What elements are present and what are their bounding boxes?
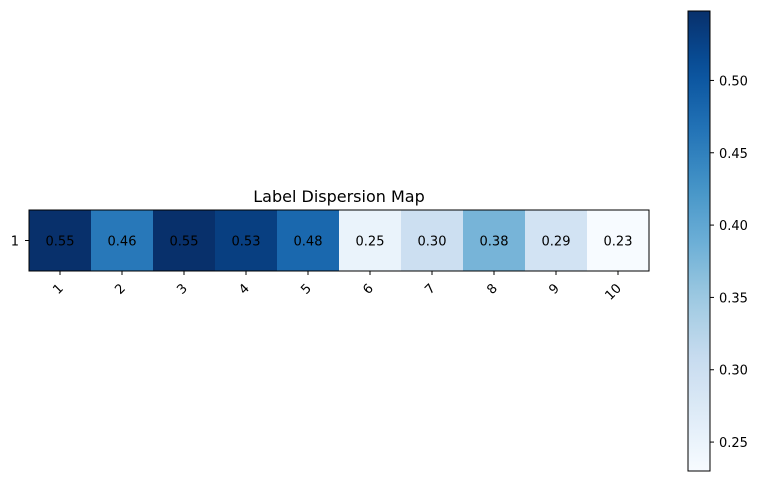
cell-value-label: 0.55	[170, 235, 199, 250]
heatmap-cells: 0.55 0.46 0.55 0.53 0.48 0.25 0.30 0.38 0.29 0.23	[29, 210, 650, 271]
x-tick-label: 8	[484, 281, 500, 297]
cell-value-label: 0.38	[480, 235, 509, 250]
x-tick-label: 6	[360, 281, 376, 297]
cell-value-label: 0.29	[542, 235, 571, 250]
x-tick-label: 3	[174, 281, 190, 297]
x-axis: 1 2 3 4 5 6 7 8 9 10	[50, 271, 625, 304]
x-tick-label: 4	[236, 281, 252, 297]
x-tick-label: 9	[546, 281, 562, 297]
heatmap-cell	[401, 210, 464, 271]
x-tick-label: 1	[50, 281, 66, 297]
x-tick-label: 10	[603, 281, 625, 303]
heatmap-cell	[91, 210, 154, 271]
cell-value-label: 0.25	[356, 235, 385, 250]
heatmap-cell	[277, 210, 340, 271]
cell-value-label: 0.53	[232, 235, 261, 250]
cell-value-label: 0.46	[108, 235, 137, 250]
x-tick-label: 7	[422, 281, 438, 297]
cell-value-label: 0.48	[294, 235, 323, 250]
cell-value-label: 0.55	[46, 235, 75, 250]
heatmap-cell	[29, 210, 92, 271]
heatmap-cell	[463, 210, 526, 271]
y-axis: 1	[11, 235, 29, 250]
x-tick-label: 2	[112, 281, 128, 297]
x-tick-label: 5	[298, 281, 314, 297]
heatmap-cell	[215, 210, 278, 271]
colorbar-tick-label: 0.35	[719, 291, 748, 306]
colorbar-tick-label: 0.45	[719, 147, 748, 162]
colorbar-tick-label: 0.25	[719, 436, 748, 451]
colorbar-tick-label: 0.50	[719, 74, 748, 89]
cell-value-label: 0.30	[418, 235, 447, 250]
colorbar-tick-label: 0.40	[719, 219, 748, 234]
heatmap-cell	[525, 210, 588, 271]
colorbar-tick-label: 0.30	[719, 364, 748, 379]
y-tick-label: 1	[11, 235, 19, 250]
heatmap-cell	[339, 210, 402, 271]
heatmap-cell	[587, 210, 650, 271]
heatmap-cell	[153, 210, 216, 271]
chart-title: Label Dispersion Map	[253, 187, 425, 206]
cell-value-label: 0.23	[604, 235, 633, 250]
colorbar-gradient	[688, 11, 710, 471]
colorbar-frame	[687, 10, 711, 472]
colorbar: 0.25 0.30 0.35 0.40 0.45 0.50	[687, 10, 748, 472]
